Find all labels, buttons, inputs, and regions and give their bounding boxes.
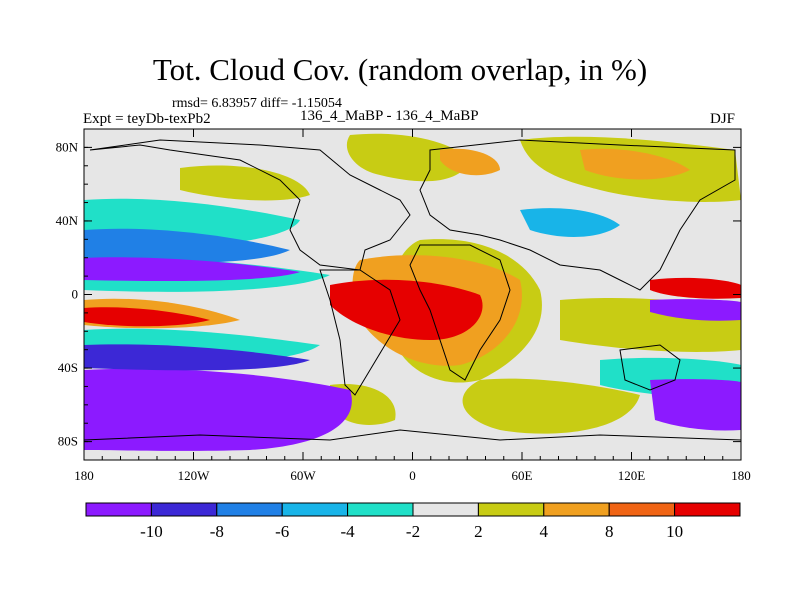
stats-label: rmsd= 6.83957 diff= -1.15054 [172, 96, 342, 111]
colorbar-swatch [608, 502, 676, 517]
field-yellow-indian-ocean [462, 378, 640, 434]
coastline-antarctica [84, 429, 741, 441]
lon-tick-label: 60E [512, 468, 533, 483]
map-title: Tot. Cloud Cov. (random overlap, in %) [152, 52, 648, 87]
lon-tick-label: 180 [74, 468, 94, 483]
colorbar-label: -8 [210, 522, 224, 541]
colorbar-label: 2 [474, 522, 483, 541]
field-red-west-pacific [84, 307, 210, 327]
field-blue-north-pacific [84, 228, 290, 263]
colorbar-label: -4 [341, 522, 356, 541]
coastline-south-america [319, 269, 401, 396]
lon-tick-label: 0 [409, 468, 416, 483]
colorbar-swatch [216, 502, 283, 517]
colorbar-swatch [347, 502, 414, 517]
colorbar-swatch [543, 502, 610, 517]
field-yellow-north-atlantic [346, 133, 470, 182]
colorbar-swatch [150, 502, 218, 517]
coastlines [84, 139, 741, 441]
field-yellow-pacific-north [180, 165, 310, 201]
field-red-south-america [330, 279, 483, 340]
colorbar-label: -10 [140, 522, 163, 541]
lat-tick-label: 40N [56, 213, 79, 228]
colorbar-swatch [85, 502, 152, 517]
field-purple-east-tropics [650, 299, 741, 321]
map-plot-area: 80N 40N 0 40S 80S 180 120W 60W 0 60E 120E 180 [56, 128, 751, 483]
field-purple-southern-ocean [84, 368, 352, 451]
field-cyan-asia [520, 208, 620, 237]
coastline-africa [409, 244, 511, 381]
field-purple-north-pacific [84, 257, 300, 282]
lon-tick-label: 120E [618, 468, 646, 483]
lat-tick-label: 40S [58, 360, 78, 375]
map-axes: 80N 40N 0 40S 80S 180 120W 60W 0 60E 120E 180 [56, 129, 751, 483]
case-label: 136_4_MaBP - 136_4_MaBP [300, 108, 479, 124]
colorbar-label: 10 [666, 522, 683, 541]
lat-tick-label: 0 [72, 287, 79, 302]
field-red-east-pacific [650, 277, 741, 299]
coastline-eurasia [419, 139, 736, 291]
colorbar-swatch [477, 502, 545, 517]
field-purple-south-east [650, 379, 741, 431]
experiment-label: Expt = teyDb-texPb2 [83, 111, 211, 127]
colorbar-label: -6 [275, 522, 289, 541]
lat-tick-label: 80N [56, 139, 79, 154]
coastline-australia [619, 344, 681, 391]
field-blue-south [84, 344, 310, 371]
cloud-field [84, 133, 741, 451]
colorbar: -10 -8 -6 -4 -2 2 4 8 10 [85, 502, 741, 541]
colorbar-label: -2 [406, 522, 420, 541]
coastline-north-america [89, 139, 411, 271]
colorbar-label: 4 [540, 522, 549, 541]
lat-tick-label: 80S [58, 434, 78, 449]
season-label: DJF [710, 111, 736, 127]
colorbar-swatch [412, 502, 479, 517]
lon-tick-label: 120W [178, 468, 211, 483]
colorbar-swatch [674, 502, 741, 517]
colorbar-swatch [281, 502, 349, 517]
colorbar-label: 8 [605, 522, 614, 541]
field-orange-europe [440, 148, 500, 176]
field-orange-asia [580, 148, 690, 180]
lon-tick-label: 60W [290, 468, 316, 483]
lon-tick-label: 180 [731, 468, 751, 483]
